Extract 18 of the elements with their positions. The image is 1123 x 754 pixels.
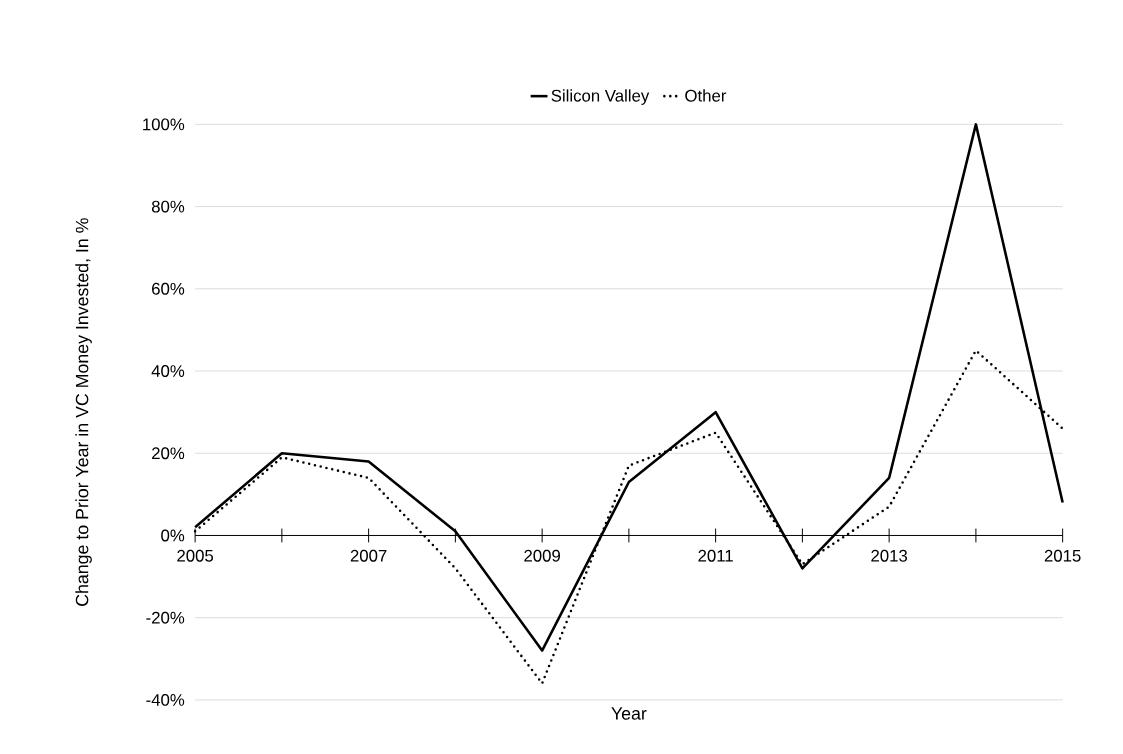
x-tick-label: 2015 bbox=[1044, 549, 1081, 562]
y-tick-label: -40% bbox=[146, 693, 185, 706]
x-tick-label: 2013 bbox=[871, 549, 908, 562]
x-tick-label: 2009 bbox=[524, 549, 560, 562]
legend-label: Other bbox=[685, 89, 727, 102]
y-axis-title: Change to Prior Year in VC Money Invested, In % bbox=[75, 218, 92, 606]
y-tick-label: 0% bbox=[161, 529, 185, 542]
y-tick-label: 80% bbox=[151, 200, 185, 213]
x-tick-label: 2011 bbox=[698, 549, 733, 562]
y-tick-label: 100% bbox=[143, 118, 185, 131]
y-tick-label: 40% bbox=[151, 365, 185, 377]
y-tick-label: -20% bbox=[146, 611, 185, 624]
x-tick-label: 2005 bbox=[177, 549, 214, 562]
x-tick-label: 2007 bbox=[350, 549, 387, 562]
legend-label: Silicon Valley bbox=[551, 89, 650, 105]
y-tick-label: 60% bbox=[152, 282, 185, 295]
y-tick-label: 20% bbox=[152, 447, 185, 460]
x-axis-title: Year bbox=[611, 707, 647, 720]
